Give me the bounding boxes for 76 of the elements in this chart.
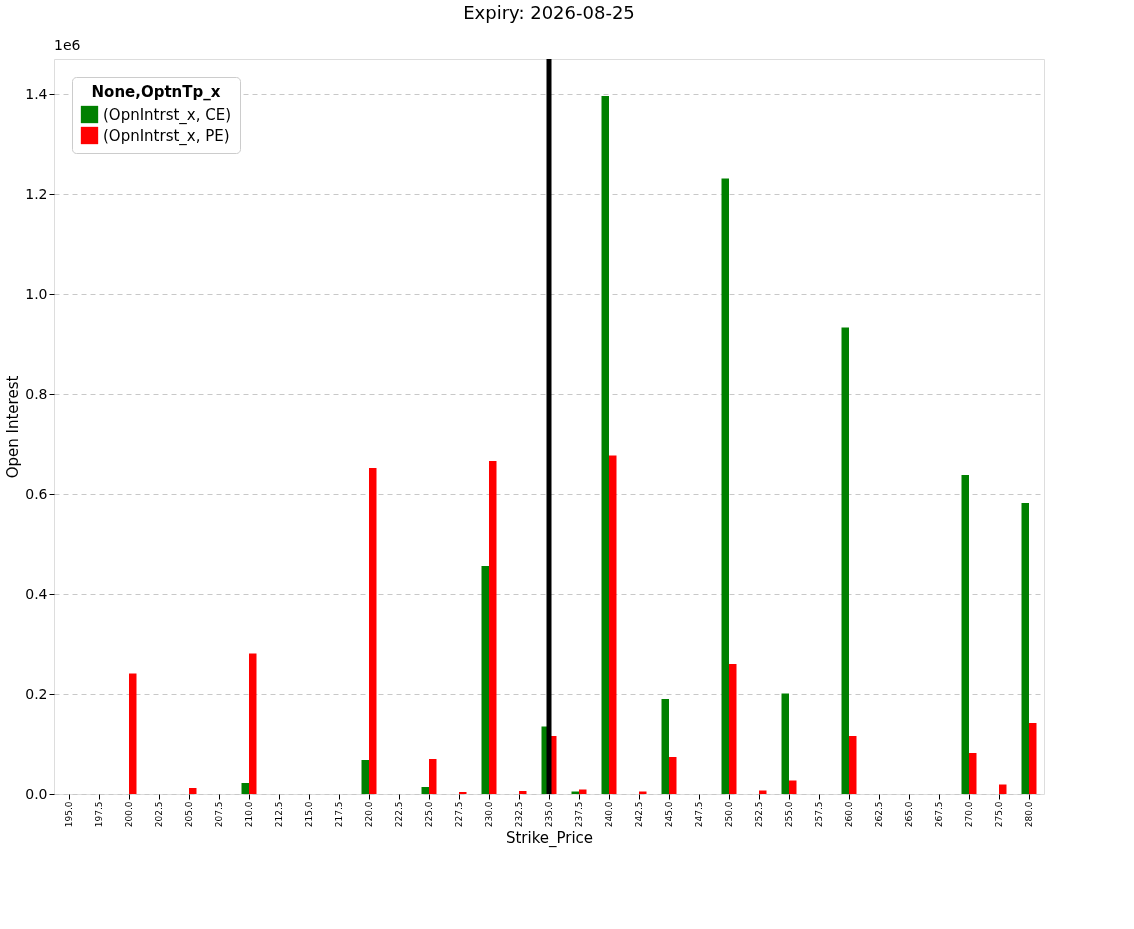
bar — [241, 783, 249, 794]
y-tick-label: 1.4 — [25, 85, 48, 102]
bar — [781, 693, 789, 794]
bar — [489, 461, 497, 794]
bar — [361, 760, 369, 794]
y-tick-label: 0.4 — [25, 585, 48, 602]
x-tick-label: 257.5 — [814, 801, 824, 828]
x-tick-label: 205.0 — [184, 801, 194, 828]
x-tick-label: 225.0 — [424, 801, 434, 828]
y-axis-title: Open Interest — [4, 375, 23, 479]
bar — [1029, 723, 1037, 794]
bar — [421, 787, 429, 794]
x-tick-label: 217.5 — [334, 801, 344, 828]
bar — [661, 699, 669, 794]
x-tick-label: 247.5 — [694, 801, 704, 828]
y-tick-label: 0.6 — [25, 485, 48, 502]
x-tick-label: 245.0 — [664, 801, 674, 828]
y-tick-label: 0.2 — [25, 685, 48, 702]
x-tick-label: 222.5 — [394, 801, 404, 828]
y-tick-label: 1.0 — [25, 285, 48, 302]
legend-title: None,OptnTp_x — [91, 83, 221, 101]
bar — [999, 784, 1007, 794]
x-tick-label: 242.5 — [634, 801, 644, 828]
x-tick-label: 262.5 — [874, 801, 884, 828]
bar — [1021, 503, 1029, 794]
y-tick-label: 0.0 — [25, 785, 48, 802]
x-tick-label: 197.5 — [94, 801, 104, 828]
bar — [841, 327, 849, 794]
bar — [129, 673, 137, 794]
x-axis-title: Strike_Price — [505, 829, 594, 849]
y-tick-label: 0.8 — [25, 385, 48, 402]
text: 1e6 — [54, 37, 81, 53]
x-tick-label: 240.0 — [604, 801, 614, 828]
bar — [369, 468, 377, 794]
legend-label: (OpnIntrst_x, CE) — [103, 105, 232, 125]
legend-label: (OpnIntrst_x, PE) — [103, 126, 230, 146]
x-tick-label: 235.0 — [544, 801, 554, 828]
bar — [721, 178, 729, 794]
x-tick-label: 200.0 — [124, 801, 134, 828]
x-tick-label: 232.5 — [514, 801, 524, 828]
bar — [429, 759, 437, 794]
x-tick-label: 220.0 — [364, 801, 374, 828]
x-tick-label: 252.5 — [754, 801, 764, 828]
bar — [789, 780, 797, 794]
bar — [961, 475, 969, 794]
bar — [969, 753, 977, 794]
x-tick-label: 250.0 — [724, 801, 734, 828]
bar — [249, 653, 257, 794]
bar — [519, 791, 527, 794]
x-tick-label: 230.0 — [484, 801, 494, 828]
bar — [849, 736, 857, 794]
x-tick-label: 255.0 — [784, 801, 794, 828]
x-tick-label: 195.0 — [64, 801, 74, 828]
x-tick-label: 215.0 — [304, 801, 314, 828]
bar — [729, 664, 737, 794]
y-tick-label: 1.2 — [25, 185, 48, 202]
x-tick-label: 212.5 — [274, 801, 284, 828]
bar — [481, 566, 489, 794]
bar — [189, 788, 197, 794]
bar — [669, 757, 677, 794]
x-tick-label: 275.0 — [994, 801, 1004, 828]
x-tick-label: 237.5 — [574, 801, 584, 828]
x-tick-label: 260.0 — [844, 801, 854, 828]
x-tick-label: 280.0 — [1024, 801, 1034, 828]
chart-title: Expiry: 2026-08-25 — [463, 2, 635, 23]
x-tick-label: 227.5 — [454, 801, 464, 828]
x-tick-label: 210.0 — [244, 801, 254, 828]
x-tick-label: 207.5 — [214, 801, 224, 828]
x-tick-label: 270.0 — [964, 801, 974, 828]
bar — [759, 790, 767, 794]
x-tick-label: 267.5 — [934, 801, 944, 828]
bar — [579, 789, 587, 794]
x-tick-label: 265.0 — [904, 801, 914, 828]
bar — [609, 455, 617, 794]
x-tick-label: 202.5 — [154, 801, 164, 828]
bar — [601, 96, 609, 794]
